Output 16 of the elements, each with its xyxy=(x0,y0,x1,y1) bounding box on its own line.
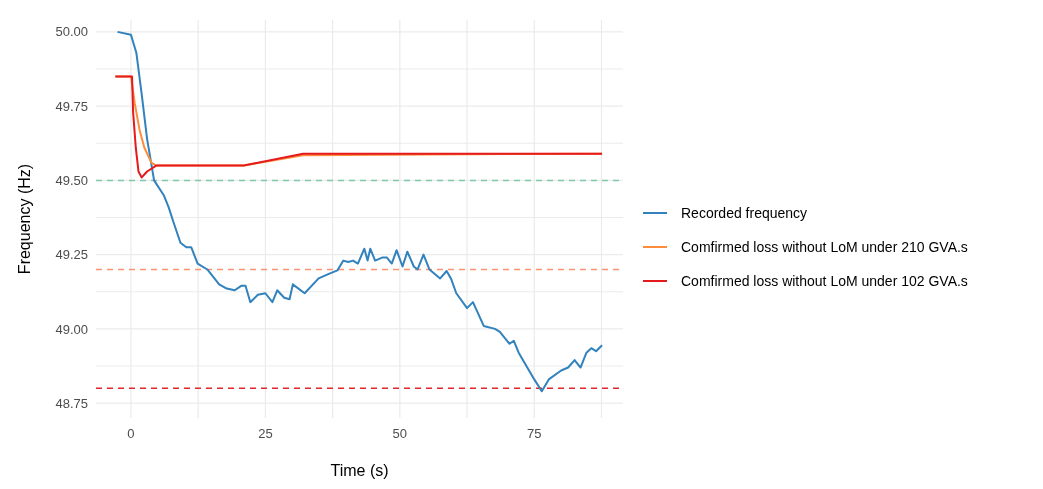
legend-label: Comfirmed loss without LoM under 102 GVA.s xyxy=(681,272,968,291)
y-tick-label: 49.25 xyxy=(55,247,88,263)
y-axis-title: Frequency (Hz) xyxy=(15,163,33,275)
x-tick-label: 50 xyxy=(392,426,408,441)
y-tick-label: 48.75 xyxy=(55,395,88,411)
x-tick-label: 0 xyxy=(127,426,135,441)
line-series xyxy=(116,30,604,393)
y-tick-label: 49.50 xyxy=(55,173,88,188)
x-tick-label: 75 xyxy=(527,426,542,441)
x-axis-title: Time (s) xyxy=(330,462,389,479)
x-tick-label: 25 xyxy=(258,426,273,441)
legend-label: Recorded frequency xyxy=(681,204,808,223)
y-tick-label: 49.75 xyxy=(55,98,88,114)
y-tick-label: 49.00 xyxy=(55,321,88,337)
legend-label: Comfirmed loss without LoM under 210 GVA.s xyxy=(681,238,968,257)
y-tick-label: 50.00 xyxy=(55,24,88,40)
